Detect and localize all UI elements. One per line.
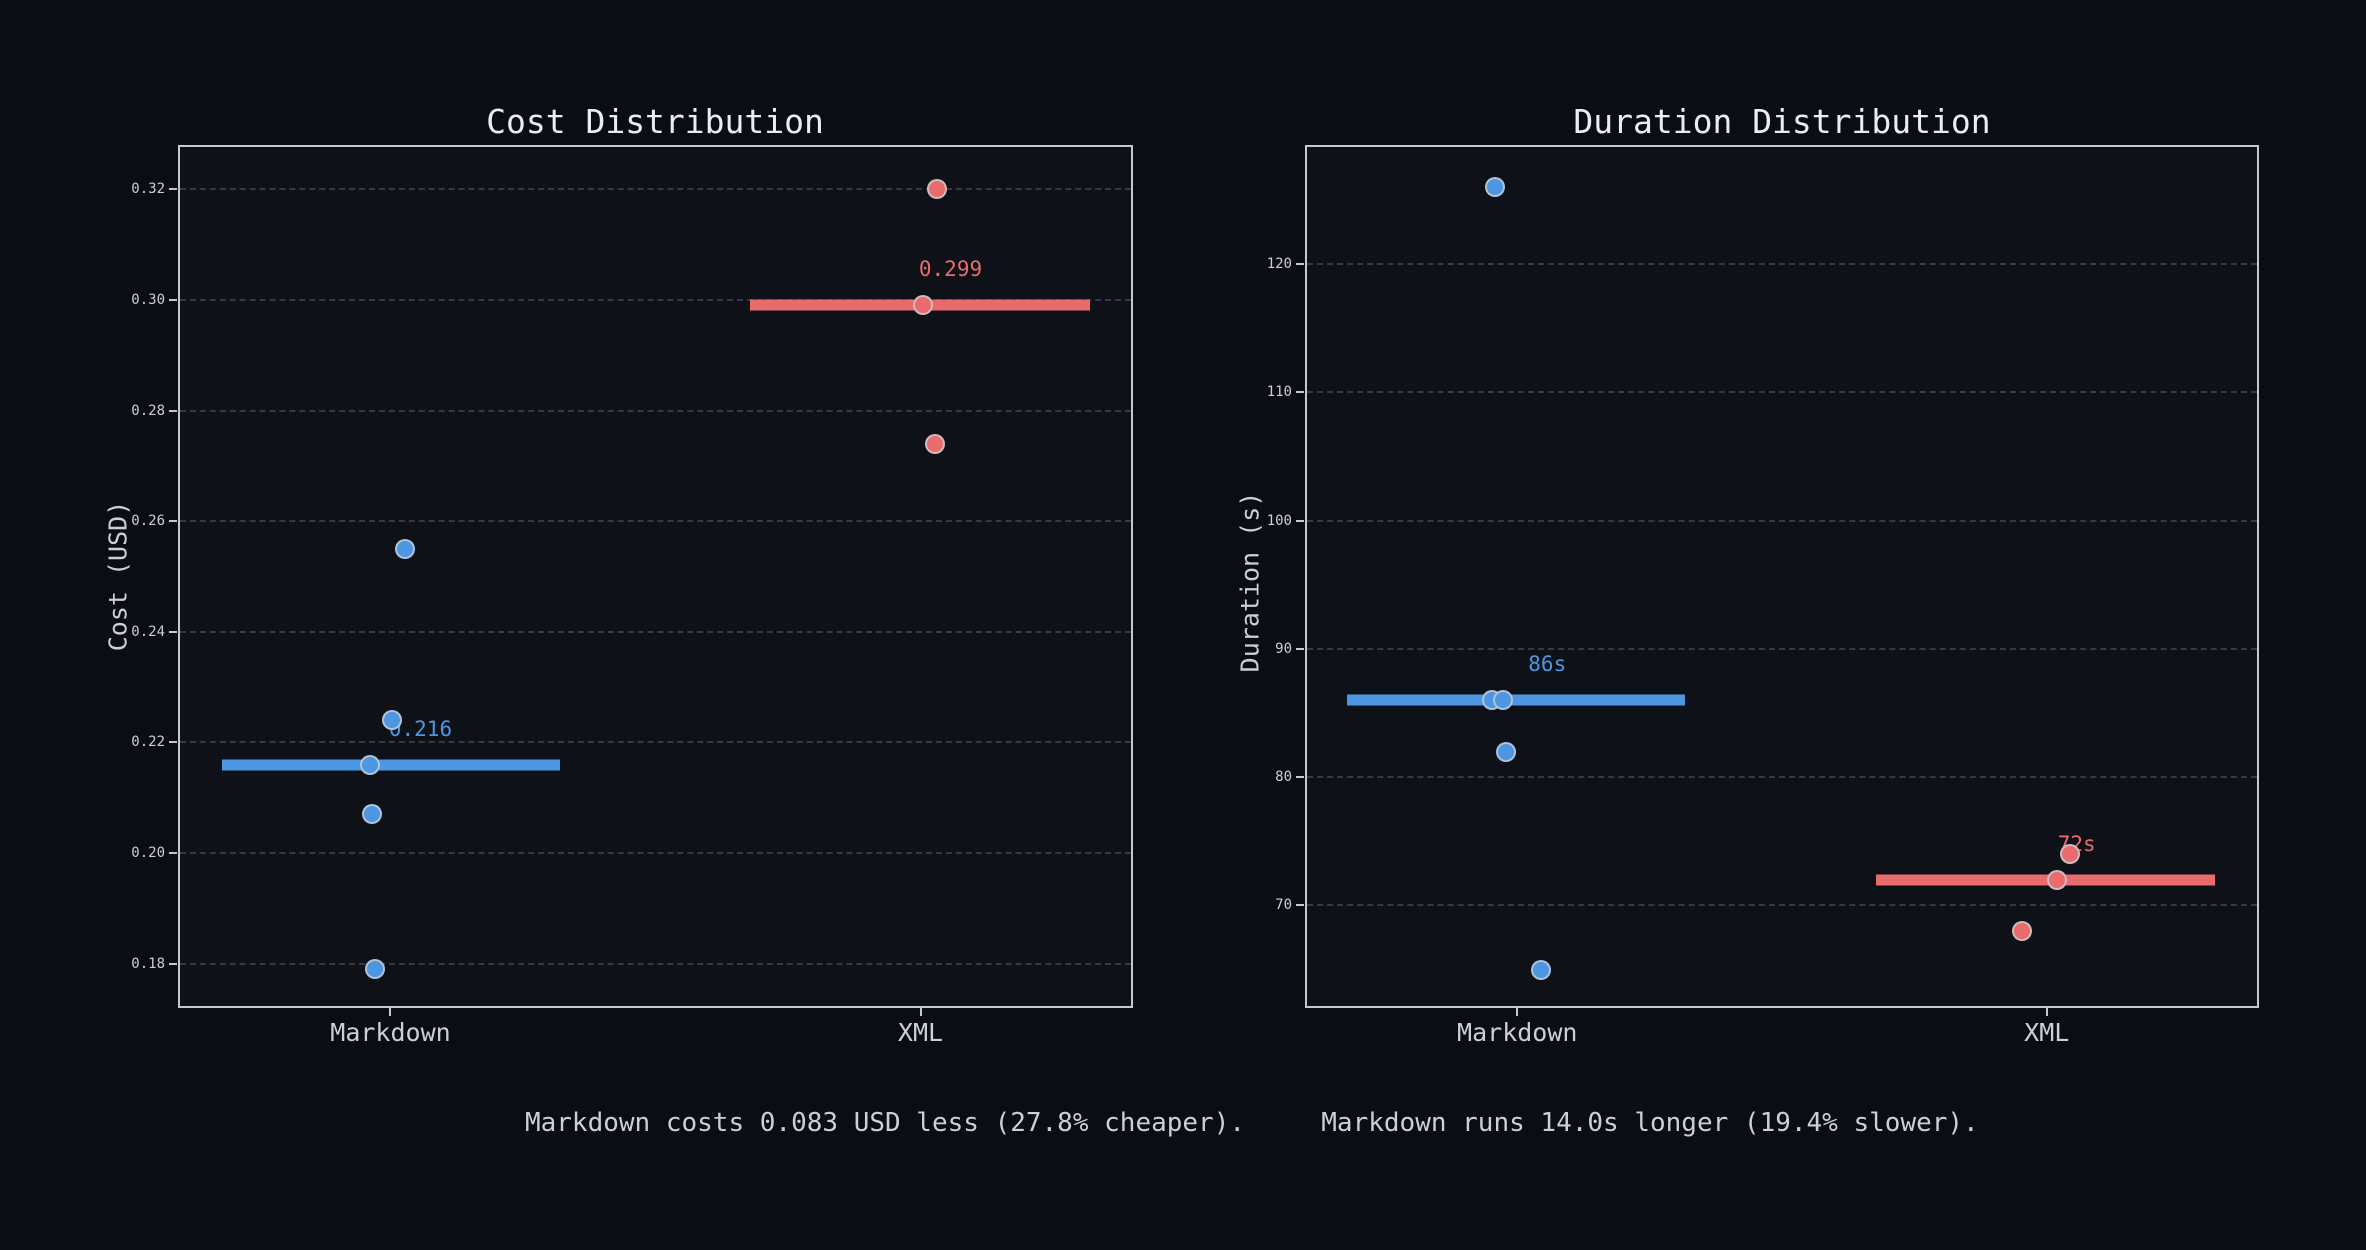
data-point-markdown — [1531, 959, 1552, 980]
y-tick-mark — [169, 409, 177, 412]
cost-plot-area — [178, 145, 1133, 1008]
y-tick-mark — [169, 852, 177, 855]
median-label-markdown: 86s — [1528, 652, 1567, 677]
duration-y-axis-label: Duration (s) — [1235, 491, 1265, 673]
y-tick-label: 0.22 — [131, 734, 165, 751]
x-tick-label-xml: XML — [897, 1018, 944, 1047]
x-tick-mark — [389, 1008, 392, 1016]
gridline — [1307, 776, 2257, 779]
duration-summary-note: Markdown runs 14.0s longer (19.4% slower… — [1321, 1108, 1979, 1138]
y-tick-label: 100 — [1266, 512, 1292, 529]
median-label-xml: 0.299 — [918, 257, 983, 282]
y-tick-label: 0.20 — [131, 845, 165, 862]
y-tick-label: 0.32 — [131, 181, 165, 198]
y-tick-mark — [169, 520, 177, 523]
y-tick-label: 0.28 — [131, 402, 165, 419]
gridline — [180, 298, 1131, 301]
data-point-markdown — [359, 754, 380, 775]
data-point-markdown — [1496, 741, 1516, 762]
y-tick-mark — [1296, 519, 1304, 522]
y-tick-mark — [169, 962, 177, 965]
gridline — [180, 852, 1131, 855]
data-point-markdown — [365, 959, 386, 980]
gridline — [180, 520, 1131, 523]
y-tick-mark — [1296, 904, 1304, 907]
gridline — [1307, 647, 2257, 650]
data-point-xml — [2060, 844, 2080, 865]
x-tick-mark — [919, 1008, 922, 1016]
data-point-xml — [927, 179, 948, 200]
gridline — [1307, 263, 2257, 266]
gridline — [180, 630, 1131, 633]
duration-plot-area — [1305, 145, 2259, 1008]
gridline — [180, 188, 1131, 191]
median-line-markdown — [1346, 694, 1685, 706]
y-tick-mark — [1296, 391, 1304, 394]
y-tick-mark — [169, 188, 177, 191]
data-point-xml — [925, 433, 946, 454]
y-tick-mark — [1296, 647, 1304, 650]
data-point-markdown — [395, 538, 415, 559]
data-point-markdown — [361, 804, 382, 825]
gridline — [1307, 519, 2257, 522]
gridline — [1307, 391, 2257, 394]
data-point-markdown — [382, 710, 402, 731]
x-tick-mark — [2045, 1008, 2048, 1016]
x-tick-label-xml: XML — [2024, 1018, 2070, 1047]
y-tick-label: 0.18 — [131, 955, 165, 972]
y-tick-label: 0.24 — [131, 623, 165, 640]
data-point-xml — [2012, 921, 2033, 942]
median-line-markdown — [221, 759, 560, 771]
gridline — [180, 741, 1131, 744]
y-tick-label: 120 — [1266, 256, 1292, 273]
data-point-xml — [2047, 869, 2068, 890]
cost-summary-note: Markdown costs 0.083 USD less (27.8% che… — [524, 1108, 1246, 1138]
gridline — [1307, 904, 2257, 907]
data-point-markdown — [1485, 177, 1506, 198]
gridline — [180, 409, 1131, 412]
y-tick-label: 90 — [1275, 640, 1292, 657]
median-line-xml — [1876, 874, 2216, 886]
y-tick-label: 0.30 — [131, 291, 165, 308]
y-tick-mark — [1296, 776, 1304, 779]
duration-chart-title: Duration Distribution — [1573, 102, 1991, 141]
x-tick-label-markdown: Markdown — [1457, 1018, 1578, 1047]
y-tick-mark — [169, 741, 177, 744]
cost-chart-title: Cost Distribution — [486, 102, 824, 141]
y-tick-mark — [1296, 263, 1304, 266]
x-tick-label-markdown: Markdown — [330, 1018, 451, 1047]
cost-y-axis-label: Cost (USD) — [103, 500, 133, 652]
y-tick-label: 0.26 — [131, 513, 165, 530]
y-tick-mark — [169, 630, 177, 633]
y-tick-mark — [169, 298, 177, 301]
gridline — [180, 962, 1131, 965]
y-tick-label: 110 — [1266, 384, 1292, 401]
data-point-xml — [912, 295, 933, 316]
x-tick-mark — [1516, 1008, 1519, 1016]
y-tick-label: 70 — [1275, 897, 1292, 914]
y-tick-label: 80 — [1275, 769, 1292, 786]
data-point-markdown — [1493, 690, 1514, 711]
